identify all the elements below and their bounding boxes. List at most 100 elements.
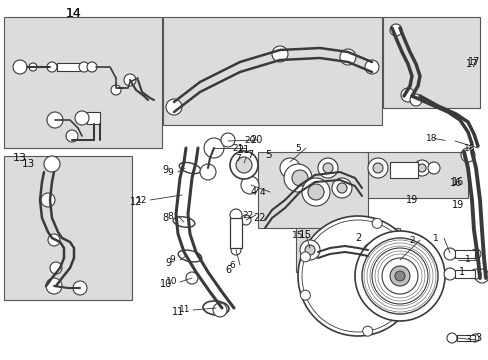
Circle shape [405,290,415,300]
Text: 14: 14 [66,6,81,19]
Circle shape [405,252,415,262]
Circle shape [300,290,310,300]
Text: 9: 9 [162,165,168,175]
Circle shape [307,184,324,200]
Text: 10: 10 [166,278,177,287]
Circle shape [213,303,226,317]
Circle shape [371,219,381,228]
Bar [456,335,474,341]
Circle shape [200,164,216,180]
Bar [454,270,474,278]
Circle shape [297,216,417,336]
Circle shape [317,158,337,178]
Circle shape [48,234,60,246]
Circle shape [47,62,57,72]
Text: 14: 14 [66,6,81,19]
Circle shape [364,60,378,74]
Bar [87,112,100,124]
Circle shape [362,326,372,336]
Text: 13: 13 [21,159,35,169]
Circle shape [460,148,474,162]
Ellipse shape [173,217,195,227]
Bar [57,63,80,71]
Circle shape [305,245,314,255]
Text: 18: 18 [463,144,475,153]
Text: 6: 6 [224,265,231,275]
Circle shape [417,164,425,172]
Bar [389,162,417,178]
Text: 8: 8 [162,213,168,223]
Text: 8: 8 [167,212,173,220]
Bar [258,152,367,228]
Circle shape [73,281,87,295]
Text: 5: 5 [264,150,271,160]
Text: 15: 15 [298,230,311,240]
Text: 3: 3 [474,333,480,343]
Circle shape [302,178,329,206]
Bar [4,156,132,300]
Circle shape [111,85,121,95]
Text: 19: 19 [451,200,463,210]
Text: 18: 18 [426,134,437,143]
Text: 21: 21 [236,145,249,155]
Circle shape [280,158,299,178]
Text: 22: 22 [242,211,253,220]
Text: 20: 20 [244,135,255,144]
Circle shape [236,157,251,173]
Text: 1: 1 [432,234,438,243]
Circle shape [284,164,311,192]
Text: 22: 22 [253,213,265,223]
Text: 16: 16 [449,178,461,188]
Bar [229,218,242,248]
Circle shape [271,46,287,62]
Text: 12: 12 [136,195,147,204]
Circle shape [331,178,351,198]
Circle shape [124,74,136,86]
Circle shape [241,215,250,225]
Ellipse shape [178,250,202,262]
Circle shape [47,112,63,128]
Circle shape [470,269,480,279]
Circle shape [394,271,404,281]
Circle shape [446,333,456,343]
Circle shape [389,266,409,286]
Circle shape [474,269,488,283]
Circle shape [87,62,97,72]
Text: 19: 19 [405,195,417,205]
Text: 17: 17 [467,57,479,67]
Circle shape [354,231,444,321]
Text: 6: 6 [229,261,234,270]
Text: 11: 11 [179,306,190,315]
Text: 16: 16 [451,177,463,187]
Circle shape [185,272,198,284]
Circle shape [367,158,387,178]
Circle shape [13,60,27,74]
Text: 9: 9 [169,256,175,265]
Circle shape [229,209,242,221]
Bar [367,152,467,198]
Bar [295,228,399,272]
Circle shape [300,252,310,262]
Circle shape [221,133,235,147]
Text: 11: 11 [171,307,184,317]
Circle shape [470,334,478,342]
Circle shape [75,111,89,125]
Bar [163,17,381,125]
Circle shape [44,156,60,172]
Bar [382,17,479,108]
Circle shape [229,151,258,179]
Bar [4,17,162,148]
Text: 4: 4 [259,188,264,197]
Text: 10: 10 [160,279,172,289]
Circle shape [400,88,414,102]
Circle shape [50,262,62,274]
Circle shape [413,160,429,176]
Circle shape [291,170,307,186]
Circle shape [46,278,62,294]
Ellipse shape [203,301,228,315]
Circle shape [29,63,37,71]
Text: 20: 20 [249,135,262,145]
Text: 2: 2 [408,235,414,244]
Circle shape [203,138,224,158]
Text: 12: 12 [129,197,142,207]
